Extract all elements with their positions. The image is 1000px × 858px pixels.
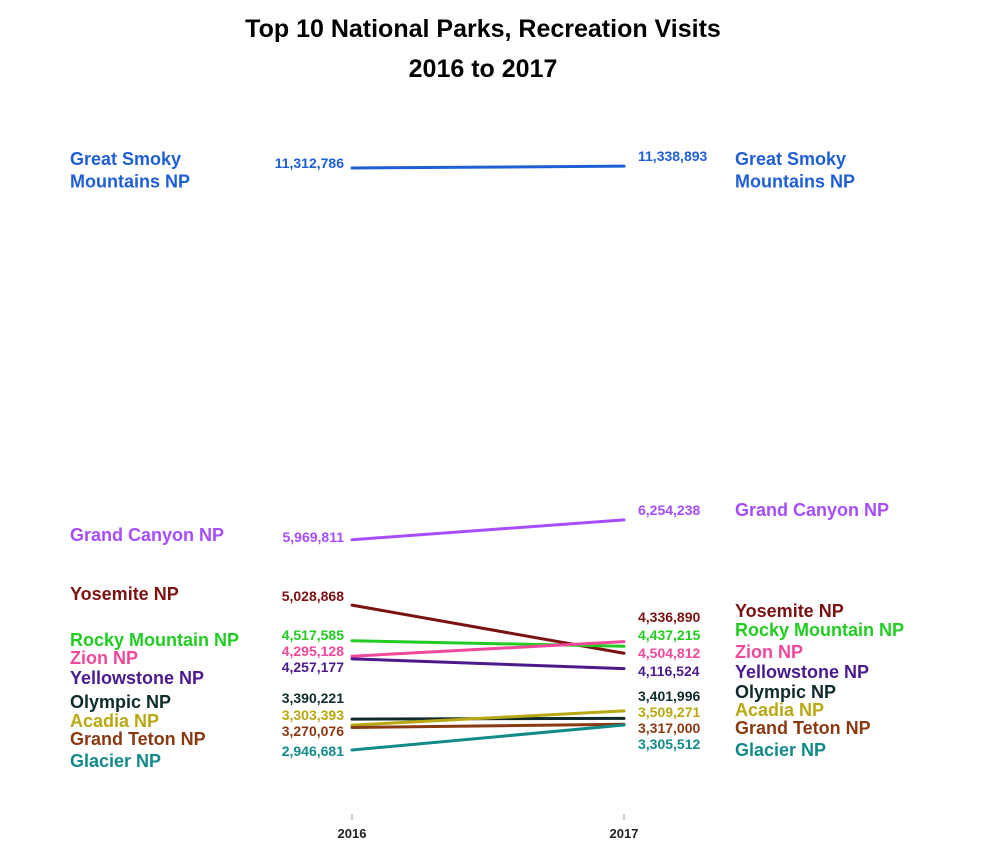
park-name-right-rocky-mountain-np: Rocky Mountain NP (735, 620, 904, 640)
park-name-left-grand-teton-np: Grand Teton NP (70, 729, 206, 749)
series-line-glacier-np (350, 723, 626, 752)
x-tick-label-2016: 2016 (338, 826, 367, 841)
chart-subtitle: 2016 to 2017 (409, 55, 558, 83)
value-label-2017-acadia-np: 3,509,271 (638, 704, 700, 720)
park-name-left-olympic-np: Olympic NP (70, 692, 171, 712)
value-label-2016-glacier-np: 2,946,681 (282, 743, 344, 759)
series-layer: Great Smoky Mountains NP Great Smoky Mounta… (70, 148, 904, 771)
chart-title: Top 10 National Parks, Recreation Visits (245, 15, 721, 43)
series-line-grand-canyon-np (350, 518, 626, 542)
park-name-right-grand-canyon-np: Grand Canyon NP (735, 500, 889, 520)
x-tick-label-2017: 2017 (610, 826, 639, 841)
value-label-2016-olympic-np: 3,390,221 (282, 690, 344, 706)
value-label-2016-rocky-mountain-np: 4,517,585 (282, 627, 344, 643)
park-name-left-grand-canyon-np: Grand Canyon NP (70, 525, 224, 545)
value-label-2017-yosemite-np: 4,336,890 (638, 609, 700, 625)
park-name-left-rocky-mountain-np: Rocky Mountain NP (70, 630, 239, 650)
value-label-2016-grand-canyon-np: 5,969,811 (282, 529, 344, 545)
park-name-left-yellowstone-np: Yellowstone NP (70, 668, 204, 688)
park-name-right-olympic-np: Olympic NP (735, 682, 836, 702)
value-label-2017-olympic-np: 3,401,996 (638, 688, 700, 704)
value-label-2016-great-smoky-mountains-np: 11,312,786 (275, 155, 345, 171)
value-label-2016-yosemite-np: 5,028,868 (282, 588, 344, 604)
series-line-great-smoky-mountains-np (350, 164, 626, 170)
park-name-right-yellowstone-np: Yellowstone NP (735, 662, 869, 682)
value-label-2017-grand-canyon-np: 6,254,238 (638, 502, 700, 518)
series-line-grand-teton-np (350, 722, 626, 730)
value-label-2017-grand-teton-np: 3,317,000 (638, 720, 700, 736)
park-name-left-acadia-np: Acadia NP (70, 711, 159, 731)
value-label-2016-grand-teton-np: 3,270,076 (282, 723, 344, 739)
value-label-2016-acadia-np: 3,303,393 (282, 707, 344, 723)
value-label-2016-zion-np: 4,295,128 (282, 643, 344, 659)
value-label-2016-yellowstone-np: 4,257,177 (282, 659, 344, 675)
value-label-2017-great-smoky-mountains-np: 11,338,893 (638, 148, 708, 164)
value-label-2017-glacier-np: 3,305,512 (638, 736, 700, 752)
park-name-left-yosemite-np: Yosemite NP (70, 584, 179, 604)
series-line-zion-np (350, 640, 626, 658)
park-name-left-great-smoky-mountains-np: Great Smoky Mountains NP (70, 149, 190, 192)
park-name-left-glacier-np: Glacier NP (70, 751, 161, 771)
park-name-left-zion-np: Zion NP (70, 648, 138, 668)
park-name-right-glacier-np: Glacier NP (735, 740, 826, 760)
value-label-2017-rocky-mountain-np: 4,437,215 (638, 627, 700, 643)
value-label-2017-yellowstone-np: 4,116,524 (638, 663, 700, 679)
series-line-yellowstone-np (350, 657, 626, 671)
park-name-right-acadia-np: Acadia NP (735, 700, 824, 720)
park-name-right-great-smoky-mountains-np: Great Smoky Mountains NP (735, 149, 855, 192)
park-name-right-yosemite-np: Yosemite NP (735, 601, 844, 621)
park-name-right-zion-np: Zion NP (735, 642, 803, 662)
value-label-2017-zion-np: 4,504,812 (638, 645, 700, 661)
park-name-right-grand-teton-np: Grand Teton NP (735, 718, 871, 738)
series-line-acadia-np (350, 709, 626, 727)
